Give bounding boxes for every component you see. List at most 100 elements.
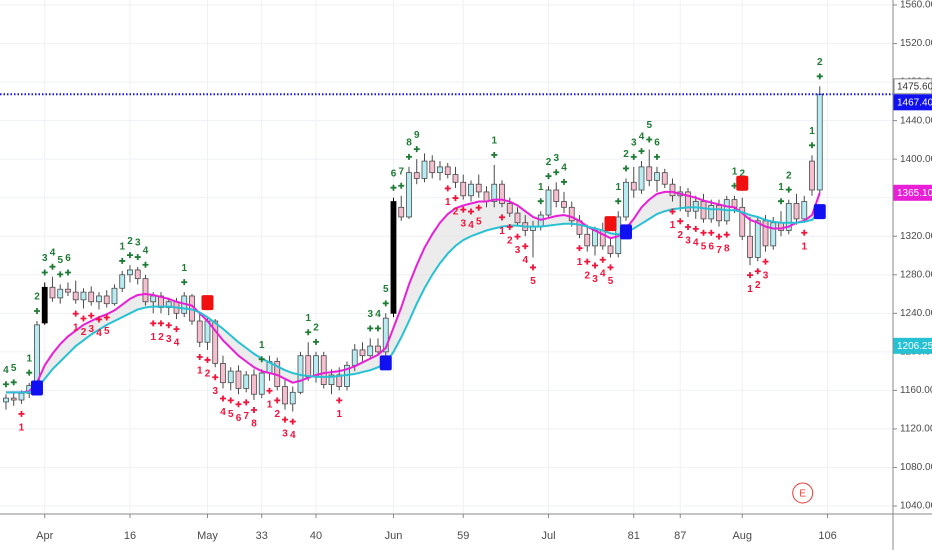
td-up-count: 4 [50,247,56,258]
td-down-count: 2 [158,332,164,343]
candle-body [506,203,513,214]
candle-body [127,269,133,276]
buy-signal [813,204,826,220]
td-marker [336,397,343,404]
td-marker [638,148,645,155]
td-down-count: 8 [724,243,730,254]
td-down-count: 1 [73,322,79,333]
td-up-count: 2 [739,168,745,179]
x-tick-label: 106 [818,530,836,542]
candle-body [351,349,358,366]
td-up-count: 2 [817,57,823,68]
td-marker [157,320,164,327]
td-marker [281,416,288,423]
td-down-count: 2 [755,280,761,291]
td-marker [591,262,598,269]
td-down-count: 1 [801,241,807,252]
td-marker [685,223,692,230]
td-down-count: 3 [515,245,521,256]
candle-body [716,205,722,222]
td-marker [498,214,505,221]
td-marker [630,153,637,160]
td-marker [374,325,381,332]
td-marker [762,258,769,265]
td-down-count: 6 [708,241,714,252]
td-marker [266,387,273,394]
candle-body [545,189,552,216]
td-down-count: 4 [220,407,226,418]
td-up-count: 6 [391,168,397,179]
td-down-count: 5 [530,276,536,287]
candle-body [514,212,521,224]
x-tick-label: Jun [385,530,403,542]
candle-body [429,160,436,174]
td-marker [398,182,405,189]
td-down-count: 2 [677,230,683,241]
td-marker [444,185,451,192]
candle-body [638,166,645,191]
td-down-count: 5 [476,216,482,227]
td-marker [646,136,653,143]
td-marker [785,186,792,193]
td-down-count: 3 [763,270,769,281]
td-marker [560,178,567,185]
td-up-count: 3 [42,253,48,264]
td-up-count: 1 [491,136,497,147]
td-marker [235,401,242,408]
x-tick-label: 81 [628,530,640,542]
td-down-count: 5 [104,326,110,337]
td-marker [677,218,684,225]
candle-body [553,189,560,202]
td-marker [227,397,234,404]
x-tick-label: 16 [124,530,136,542]
event-label: E [799,489,806,500]
td-marker [64,269,71,276]
td-marker [382,300,389,307]
td-marker [669,208,676,215]
td-marker [599,256,606,263]
candle-body [646,166,653,181]
candle-body [328,374,335,386]
candle-body [816,93,823,191]
td-marker [809,142,816,149]
candle-body [65,288,71,293]
td-marker [716,233,723,240]
y-tick-label: 1440.00 [900,115,932,126]
td-marker [460,206,467,213]
candle-body [119,274,126,289]
candle-body [491,183,498,202]
candle-body [739,206,746,237]
candle-body [390,201,397,314]
td-up-count: 4 [375,309,381,320]
candle-body [10,397,17,401]
td-marker [219,395,226,402]
td-down-count: 4 [468,220,474,231]
y-tick-label: 1240.00 [900,308,932,319]
price-label: 1206.25 [897,341,932,352]
td-marker [529,264,536,271]
candle-body [57,288,64,299]
td-marker [452,195,459,202]
td-marker [173,326,180,333]
td-marker [258,356,265,363]
td-down-count: 8 [251,419,257,430]
td-down-count: 1 [577,257,583,268]
td-marker [33,308,40,315]
candle-body [49,286,56,299]
td-marker [95,316,102,323]
td-down-count: 7 [716,245,722,256]
td-down-count: 2 [274,409,280,420]
td-up-count: 1 [809,126,815,137]
td-marker [80,315,87,322]
td-up-count: 4 [3,365,9,376]
td-down-count: 5 [228,409,234,420]
candle-body [770,222,777,247]
td-marker [654,153,661,160]
candle-body [747,235,753,258]
td-down-count: 5 [701,241,707,252]
y-tick-label: 1520.00 [900,38,932,49]
buy-signal [379,355,392,371]
td-marker [250,407,257,414]
candle-body [623,181,629,218]
